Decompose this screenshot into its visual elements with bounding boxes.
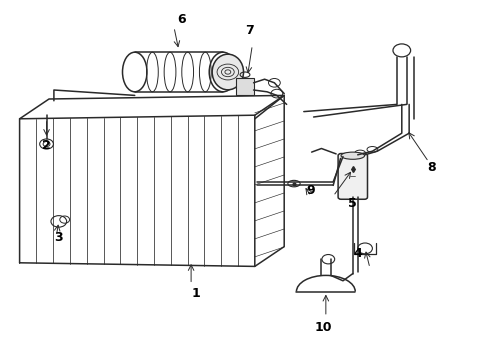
Text: 7: 7 [245,24,254,37]
Text: 5: 5 [348,197,357,210]
Ellipse shape [341,152,365,159]
FancyBboxPatch shape [338,153,368,199]
Text: 1: 1 [192,287,200,300]
Text: 6: 6 [177,13,186,26]
Text: 3: 3 [54,231,63,244]
Text: 2: 2 [42,139,51,152]
Text: 10: 10 [315,321,332,334]
Bar [236,78,254,94]
Text: 4: 4 [353,247,362,260]
Text: 8: 8 [427,161,436,174]
Text: 9: 9 [307,184,316,197]
Ellipse shape [212,54,244,90]
